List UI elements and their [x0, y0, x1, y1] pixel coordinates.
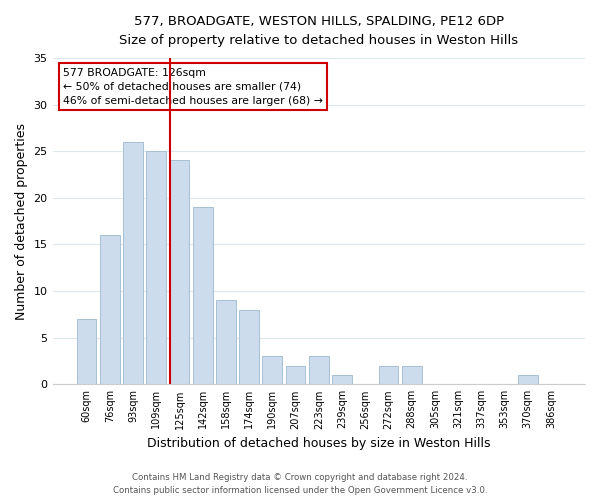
Bar	[379, 366, 398, 384]
Y-axis label: Number of detached properties: Number of detached properties	[15, 122, 28, 320]
Bar	[216, 300, 236, 384]
Bar	[193, 207, 212, 384]
Bar	[77, 319, 97, 384]
Bar	[262, 356, 282, 384]
Bar	[170, 160, 190, 384]
Bar	[100, 235, 119, 384]
Bar	[402, 366, 422, 384]
Bar	[309, 356, 329, 384]
Bar	[146, 151, 166, 384]
Bar	[332, 375, 352, 384]
Text: Contains HM Land Registry data © Crown copyright and database right 2024.
Contai: Contains HM Land Registry data © Crown c…	[113, 474, 487, 495]
X-axis label: Distribution of detached houses by size in Weston Hills: Distribution of detached houses by size …	[147, 437, 491, 450]
Bar	[518, 375, 538, 384]
Title: 577, BROADGATE, WESTON HILLS, SPALDING, PE12 6DP
Size of property relative to de: 577, BROADGATE, WESTON HILLS, SPALDING, …	[119, 15, 518, 47]
Text: 577 BROADGATE: 126sqm
← 50% of detached houses are smaller (74)
46% of semi-deta: 577 BROADGATE: 126sqm ← 50% of detached …	[63, 68, 323, 106]
Bar	[239, 310, 259, 384]
Bar	[123, 142, 143, 384]
Bar	[286, 366, 305, 384]
